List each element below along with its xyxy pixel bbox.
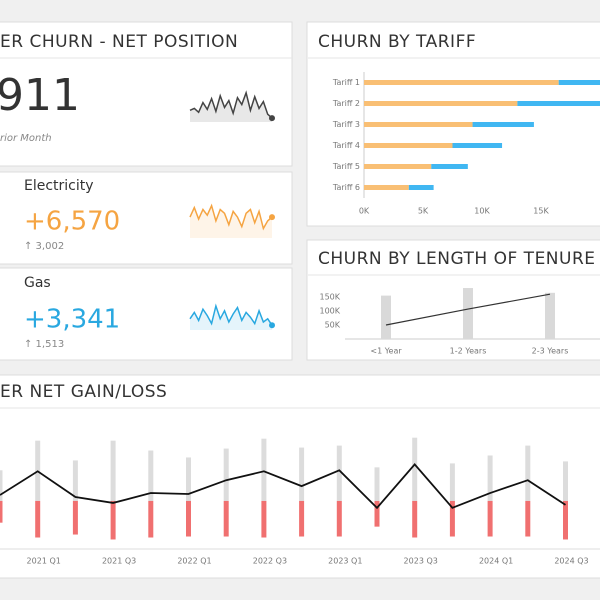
- x-tick-label: 5K: [418, 207, 429, 216]
- bar: [525, 445, 531, 501]
- bar: [558, 80, 600, 85]
- x-tick-label: 10K: [474, 207, 490, 216]
- kpi-value: +3,341: [24, 305, 120, 335]
- bar: [374, 500, 380, 527]
- panel: [0, 171, 293, 265]
- kpi-value: 911: [0, 70, 80, 121]
- x-tick-label: 2022 Q1: [177, 557, 211, 566]
- title: ER CHURN - NET POSITION: [0, 32, 238, 52]
- bar: [408, 185, 434, 190]
- x-tick-label: 2023 Q3: [404, 557, 438, 566]
- y-tick-label: 100K: [319, 307, 340, 316]
- bar: [336, 500, 342, 537]
- bar: [431, 164, 468, 169]
- bar: [472, 122, 534, 127]
- x-tick-label: 2-3 Years: [532, 347, 569, 356]
- kpi-label: Electricity: [24, 178, 94, 194]
- panel: [0, 21, 293, 167]
- chart-title: CHURN BY LENGTH OF TENURE: [318, 249, 596, 269]
- sparkline-end: [269, 214, 275, 221]
- x-tick-label: 2021 Q3: [102, 557, 136, 566]
- kpi-change: ↑ 3,002: [24, 241, 64, 252]
- bar: [336, 445, 342, 501]
- y-tick-label: 150K: [319, 293, 340, 302]
- y-tick-label: Tariff 5: [332, 162, 360, 171]
- bar: [261, 500, 267, 538]
- bar: [299, 447, 305, 501]
- bar: [0, 470, 3, 501]
- bar: [381, 295, 391, 339]
- bar: [110, 440, 116, 501]
- bar: [72, 460, 78, 501]
- kpi-note: rior Month: [0, 133, 52, 144]
- bar: [374, 467, 380, 501]
- bar: [223, 500, 229, 537]
- x-tick-label: 2022 Q3: [253, 557, 287, 566]
- x-tick-label: 1-2 Years: [450, 347, 487, 356]
- bar: [563, 500, 568, 540]
- x-tick-label: 15K: [533, 207, 549, 216]
- sparkline: [189, 203, 273, 231]
- kpi-value: +6,570: [24, 207, 120, 237]
- line: [385, 293, 551, 326]
- bar: [148, 450, 154, 501]
- bar: [364, 164, 432, 169]
- bar: [412, 437, 418, 501]
- y-tick-label: Tariff 2: [332, 99, 360, 108]
- line: [0, 463, 566, 510]
- y-tick-label: Tariff 1: [332, 78, 360, 87]
- bar: [261, 438, 267, 501]
- x-tick-label: 2021 Q1: [27, 557, 61, 566]
- bar: [563, 461, 568, 501]
- bar: [364, 122, 473, 127]
- bar: [110, 500, 116, 540]
- chart-title: CHURN BY TARIFF: [318, 32, 476, 52]
- bar: [299, 500, 305, 537]
- sparkline-end: [269, 115, 275, 122]
- bar: [364, 80, 559, 85]
- bar: [364, 143, 453, 148]
- chart-title: ER NET GAIN/LOSS: [0, 382, 167, 402]
- y-tick-label: Tariff 3: [332, 120, 360, 129]
- bar: [0, 500, 3, 523]
- bar: [186, 457, 191, 501]
- kpi-label: Gas: [24, 275, 51, 291]
- panel: [0, 267, 293, 361]
- bar: [223, 448, 229, 501]
- sparkline: [189, 303, 273, 326]
- bar: [364, 101, 518, 106]
- bar: [364, 185, 409, 190]
- bar: [487, 500, 493, 537]
- y-tick-label: Tariff 4: [332, 141, 360, 150]
- x-tick-label: 2024 Q3: [554, 557, 588, 566]
- bar: [525, 500, 531, 537]
- bar: [72, 500, 78, 535]
- bar: [412, 500, 418, 538]
- bar: [452, 143, 503, 148]
- kpi-change: ↑ 1,513: [24, 339, 64, 350]
- x-tick-label: 2023 Q1: [328, 557, 362, 566]
- sparkline-end: [269, 322, 275, 329]
- y-tick-label: Tariff 6: [332, 183, 360, 192]
- bar: [449, 463, 455, 501]
- bar: [487, 455, 493, 501]
- bar: [545, 292, 555, 339]
- sparkline: [189, 90, 273, 119]
- bar: [35, 500, 41, 538]
- x-tick-label: <1 Year: [370, 347, 402, 356]
- bar: [463, 288, 473, 339]
- bar: [517, 101, 600, 106]
- y-tick-label: 50K: [325, 321, 341, 330]
- x-tick-label: 0K: [359, 207, 370, 216]
- x-tick-label: 2024 Q1: [479, 557, 513, 566]
- bar: [449, 500, 455, 537]
- bar: [186, 500, 191, 537]
- bar: [148, 500, 154, 538]
